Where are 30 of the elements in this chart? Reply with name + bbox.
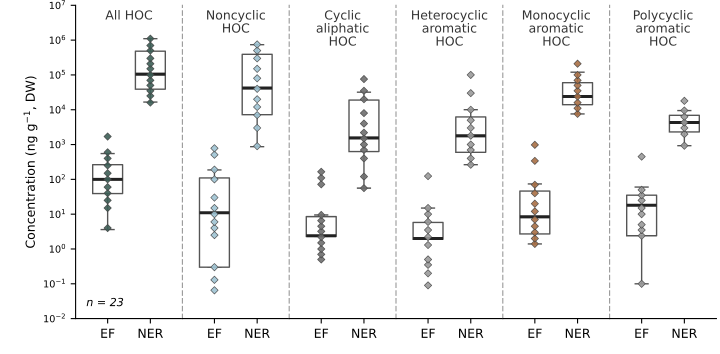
text: Monocyclic aromatic HOC bbox=[522, 10, 590, 46]
x-tick-label: NER bbox=[672, 328, 697, 338]
y-tick-label: 10$^{−2}$ bbox=[44, 313, 65, 322]
x-tick-label: NER bbox=[138, 328, 163, 338]
y-tick-label: 10$^{3}$ bbox=[50, 139, 66, 148]
y-tick-label: 10$^{4}$ bbox=[50, 104, 66, 114]
y-tick-label: 10$^{2}$ bbox=[50, 174, 65, 184]
x-tick-label: EF bbox=[101, 328, 114, 338]
x-tick-label: NER bbox=[566, 328, 590, 338]
y-tick-label: 10$^{5}$ bbox=[50, 70, 65, 79]
text: Cyclic aliphatic HOC bbox=[316, 10, 369, 46]
y-tick-label: 10$^{0}$ bbox=[50, 244, 66, 253]
y-tick-label: 10$^{−1}$ bbox=[44, 278, 65, 288]
x-tick-label: EF bbox=[314, 328, 328, 338]
x-tick-label: EF bbox=[635, 328, 648, 338]
x-tick-label: NER bbox=[352, 328, 377, 338]
y-tick-label: 10$^{6}$ bbox=[50, 34, 66, 44]
x-tick-label: EF bbox=[422, 328, 435, 338]
annotation: n = 23 bbox=[86, 298, 124, 306]
x-tick-label: EF bbox=[528, 328, 542, 338]
text: Polycyclic aromatic HOC bbox=[634, 10, 693, 46]
y-axis-title: Concentration (ng g$^{−1}$, DW) bbox=[24, 76, 38, 248]
x-tick-label: EF bbox=[208, 328, 222, 338]
chart-title: All HOC bbox=[105, 10, 152, 20]
y-tick-label: 10$^{1}$ bbox=[50, 209, 65, 218]
x-tick-label: NER bbox=[459, 328, 484, 338]
text: Heterocyclic aromatic HOC bbox=[412, 10, 488, 46]
text: Noncyclic HOC bbox=[207, 10, 265, 33]
x-tick-label: NER bbox=[245, 328, 270, 338]
y-tick-label: 10$^{7}$ bbox=[50, 0, 65, 10]
